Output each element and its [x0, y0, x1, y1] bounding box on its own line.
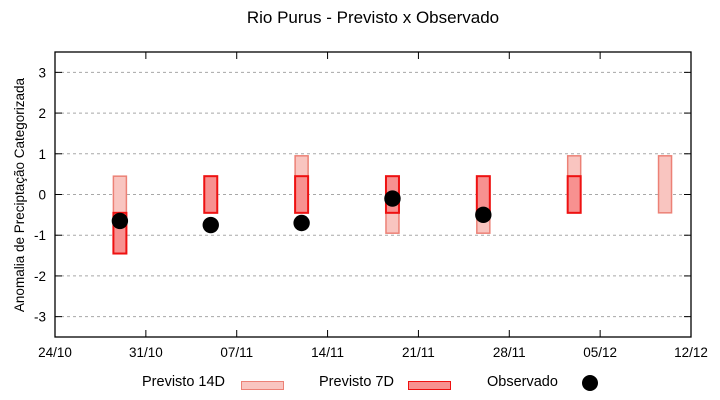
- x-tick-label: 12/12: [674, 345, 708, 360]
- legend-label-observado: Observado: [487, 374, 558, 390]
- y-tick-label: 0: [38, 188, 46, 203]
- x-tick-label: 07/11: [220, 345, 253, 360]
- x-tick-label: 28/11: [493, 345, 526, 360]
- dot-observado: [112, 213, 128, 229]
- y-tick-label: -3: [34, 310, 46, 325]
- dot-observado: [293, 215, 309, 231]
- y-tick-label: 3: [38, 65, 46, 80]
- bar-previsto-14d: [659, 156, 672, 213]
- dot-observado: [384, 190, 400, 206]
- x-tick-label: 14/11: [311, 345, 344, 360]
- plot-area: 3 2 1 0 -1 -2 -3 24/10 31/10 07/11 14/11 21/11 28/11…: [0, 0, 720, 400]
- chart-canvas: Rio Purus - Previsto x Observado Anomali…: [0, 0, 720, 400]
- legend-label-previsto-7d: Previsto 7D: [319, 374, 394, 390]
- y-tick-label: 1: [38, 147, 46, 162]
- y-tick-label: 2: [38, 106, 46, 121]
- x-tick-label: 31/10: [129, 345, 163, 360]
- y-tick-label: -1: [34, 228, 46, 243]
- bar-previsto-7d: [295, 176, 308, 213]
- x-tick-label: 05/12: [583, 345, 617, 360]
- dot-observado: [475, 207, 491, 223]
- dot-observado: [203, 217, 219, 233]
- bar-previsto-7d: [204, 176, 217, 213]
- y-tick-label: -2: [34, 269, 46, 284]
- legend-label-previsto-14d: Previsto 14D: [142, 374, 225, 390]
- legend-swatch-previsto-7d-icon: [408, 381, 451, 390]
- x-tick-label: 24/10: [38, 345, 72, 360]
- bar-previsto-7d: [568, 176, 581, 213]
- x-tick-label: 21/11: [402, 345, 435, 360]
- legend-swatch-previsto-14d-icon: [241, 381, 284, 390]
- legend-dot-observado-icon: [582, 375, 598, 391]
